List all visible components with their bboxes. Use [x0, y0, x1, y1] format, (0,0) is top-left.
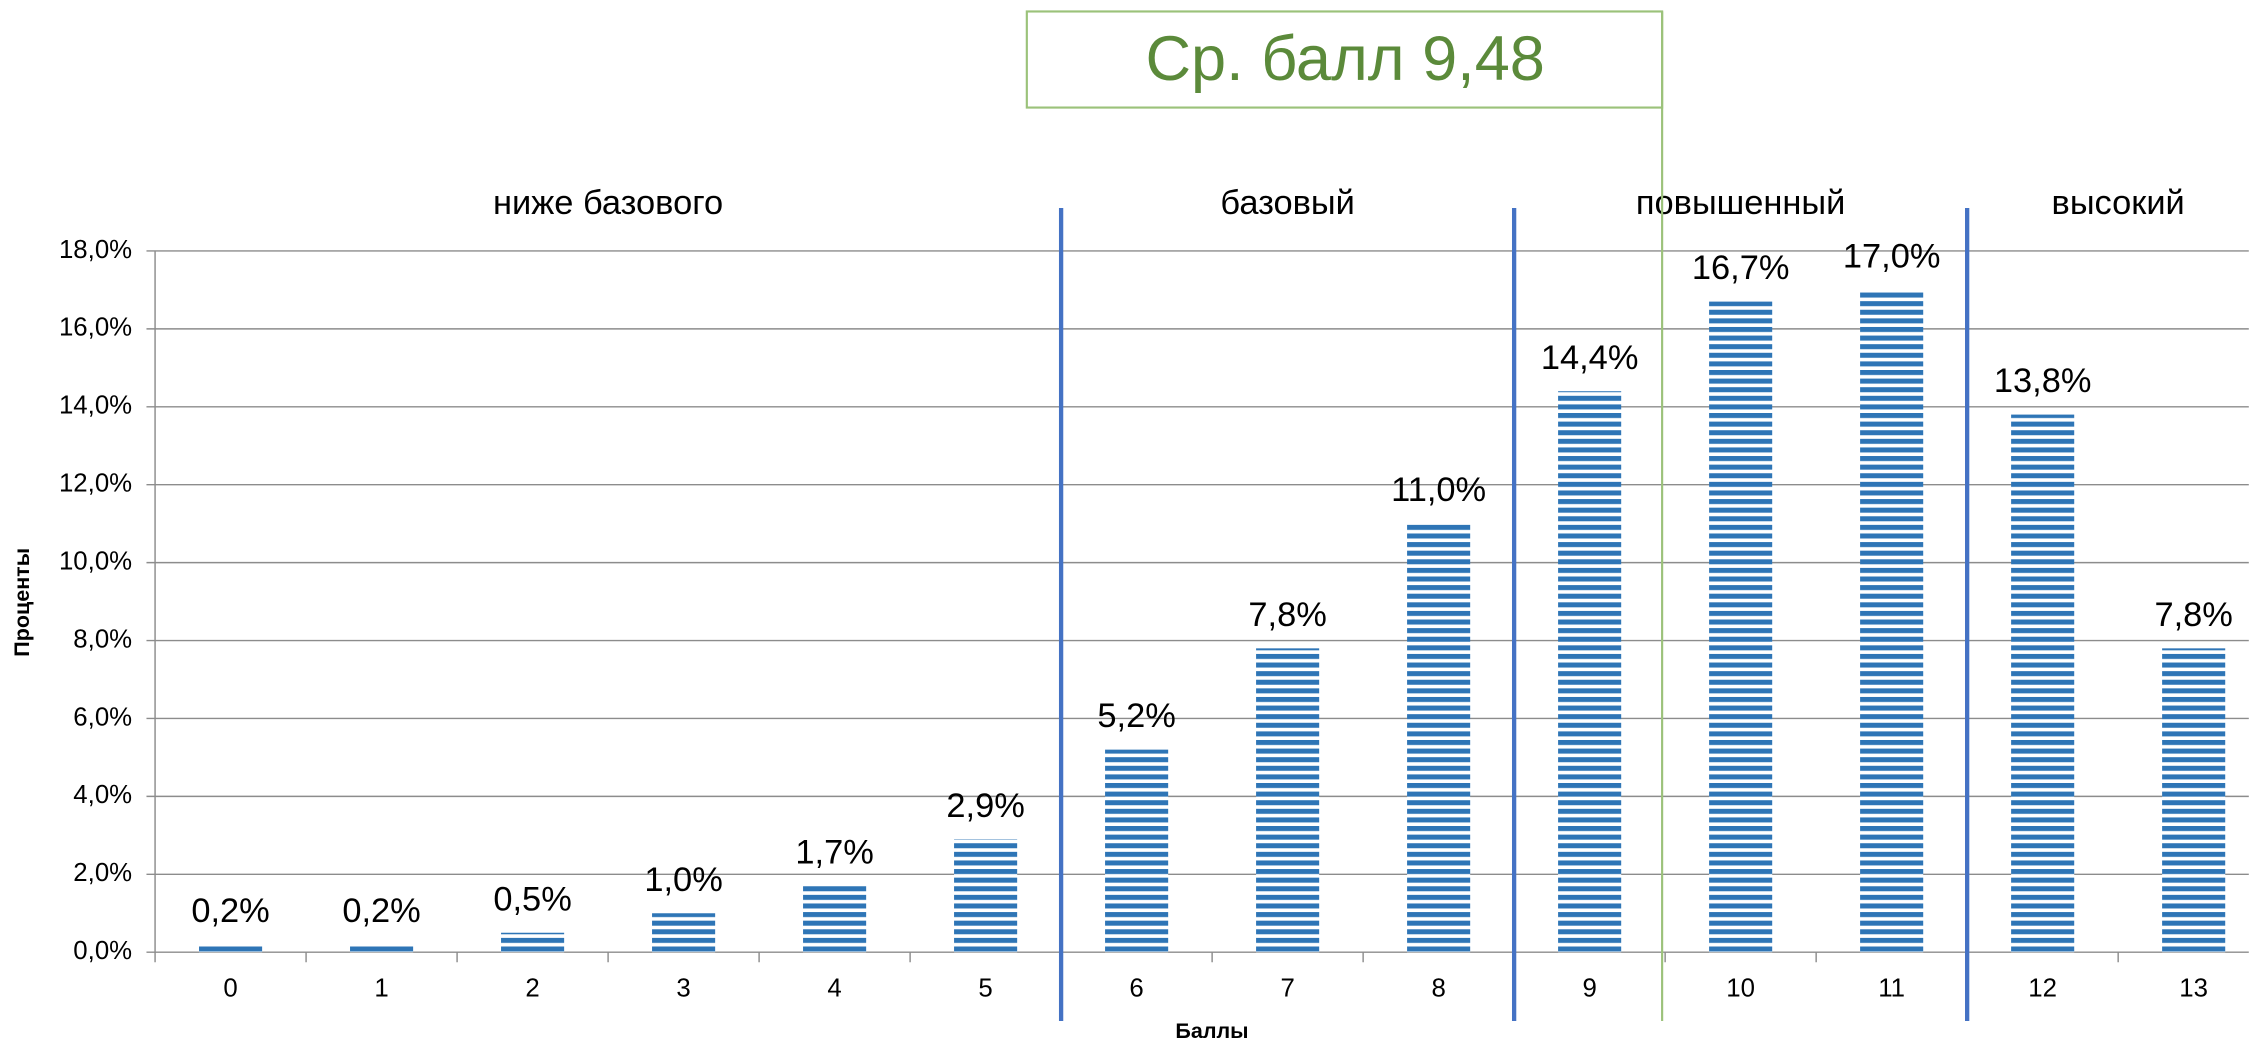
bar: [199, 944, 263, 953]
x-tick-label: 10: [1726, 974, 1755, 1002]
mean-label: Ср. балл 9,48: [1146, 24, 1545, 94]
y-tick-label: 2,0%: [73, 859, 132, 887]
data-label: 11,0%: [1391, 471, 1486, 509]
bar: [954, 839, 1018, 953]
data-label: 0,2%: [191, 892, 269, 930]
y-axis-title: Проценты: [10, 548, 34, 657]
x-tick-label: 6: [1129, 974, 1143, 1002]
x-tick-label: 8: [1431, 974, 1445, 1002]
x-tick-label: 3: [676, 974, 690, 1002]
bar: [2011, 414, 2075, 953]
bar: [1709, 301, 1773, 953]
data-label: 14,4%: [1541, 339, 1639, 377]
data-label: 17,0%: [1843, 237, 1941, 275]
x-tick-label: 7: [1280, 974, 1294, 1002]
y-tick-label: 8,0%: [73, 625, 132, 653]
x-tick-label: 2: [525, 974, 539, 1002]
data-label: 7,8%: [2154, 596, 2232, 634]
data-label: 13,8%: [1994, 362, 2092, 400]
data-label: 1,7%: [795, 834, 873, 872]
y-tick-label: 4,0%: [73, 781, 132, 809]
x-tick-label: 11: [1878, 974, 1905, 1002]
x-tick-label: 9: [1582, 974, 1596, 1002]
y-tick-label: 18,0%: [59, 236, 132, 264]
region-label: повышенный: [1636, 184, 1845, 222]
region-label: ниже базового: [493, 184, 723, 222]
data-label: 16,7%: [1692, 249, 1790, 287]
y-tick-label: 10,0%: [59, 547, 132, 575]
data-label: 2,9%: [946, 787, 1024, 825]
bar: [350, 944, 414, 953]
y-tick-label: 16,0%: [59, 314, 132, 342]
y-tick-label: 6,0%: [73, 703, 132, 731]
bar: [1105, 749, 1169, 953]
region-label: базовый: [1220, 184, 1354, 222]
bar: [501, 932, 565, 953]
x-tick-label: 12: [2028, 974, 2057, 1002]
bar: [2162, 648, 2226, 953]
bar: [1256, 648, 1320, 953]
x-tick-label: 1: [374, 974, 388, 1002]
mean-box: [1025, 10, 1664, 109]
y-tick-label: 0,0%: [73, 937, 132, 965]
x-tick-label: 0: [223, 974, 237, 1002]
data-label: 7,8%: [1248, 596, 1326, 634]
bar: [652, 913, 716, 953]
x-tick-label: 5: [978, 974, 992, 1002]
data-label: 0,5%: [493, 880, 571, 918]
x-axis-title: Баллы: [1175, 1019, 1248, 1043]
bar: [1860, 289, 1924, 953]
bar: [1558, 391, 1622, 953]
y-tick-label: 14,0%: [59, 392, 132, 420]
data-label: 0,2%: [342, 892, 420, 930]
region-label: высокий: [2052, 184, 2185, 222]
bar: [803, 885, 867, 953]
data-label: 1,0%: [644, 861, 722, 899]
x-tick-label: 4: [827, 974, 841, 1002]
bar: [1407, 523, 1471, 953]
y-tick-label: 12,0%: [59, 470, 132, 498]
data-label: 5,2%: [1097, 697, 1175, 735]
x-tick-label: 13: [2179, 974, 2208, 1002]
